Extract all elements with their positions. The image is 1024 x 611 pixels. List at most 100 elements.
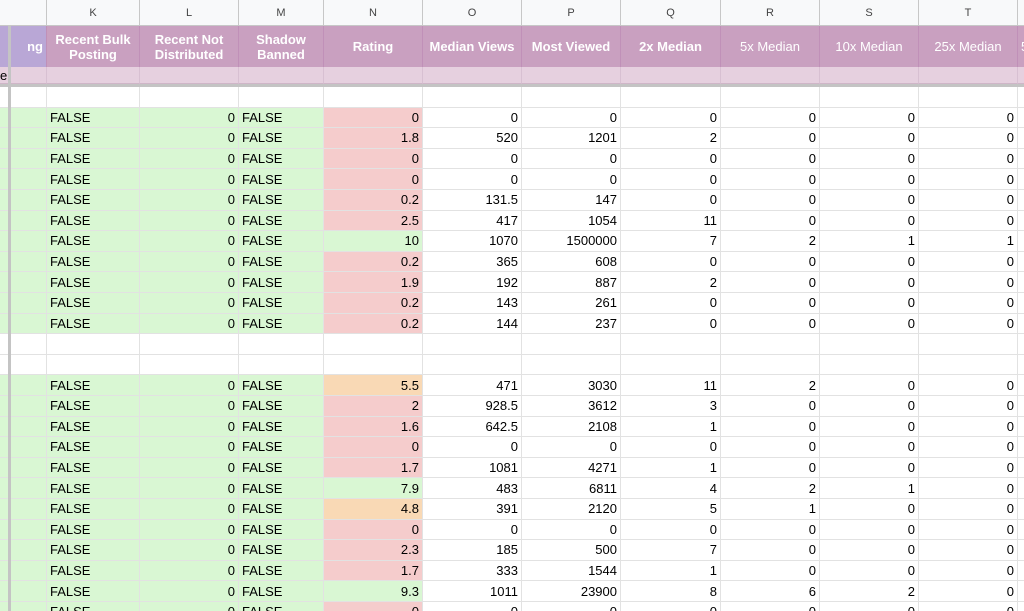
cell-J[interactable]	[0, 560, 47, 582]
cell-P[interactable]: 0	[522, 437, 621, 458]
cell-U[interactable]	[1018, 375, 1024, 396]
cell-J[interactable]	[0, 190, 47, 211]
cell-N[interactable]: 0	[324, 148, 423, 170]
cell-N[interactable]	[324, 354, 423, 376]
cell-P[interactable]: 2108	[522, 416, 621, 438]
cell-P[interactable]: 6811	[522, 478, 621, 499]
cell-S[interactable]	[820, 334, 919, 355]
cell-U[interactable]	[1018, 190, 1024, 211]
cell-L[interactable]: 0	[140, 396, 239, 417]
cell-Q[interactable]: 1	[621, 416, 721, 438]
cell-P[interactable]: 1201	[522, 128, 621, 149]
cell-K[interactable]: FALSE	[47, 272, 140, 293]
column-letter-N[interactable]: N	[324, 0, 423, 26]
cell-T[interactable]: 0	[919, 190, 1018, 211]
cell-U[interactable]	[1018, 210, 1024, 232]
cell-T[interactable]	[919, 354, 1018, 376]
cell-K[interactable]: FALSE	[47, 210, 140, 232]
cell-T[interactable]	[919, 334, 1018, 355]
cell-N[interactable]: 2.3	[324, 540, 423, 561]
cell-L[interactable]: 0	[140, 169, 239, 190]
cell-T[interactable]: 0	[919, 437, 1018, 458]
cell-O[interactable]: 471	[423, 375, 522, 396]
cell-O[interactable]: 0	[423, 148, 522, 170]
subheader-cell-S[interactable]	[820, 67, 919, 84]
cell-K[interactable]: FALSE	[47, 375, 140, 396]
cell-Q[interactable]: 2	[621, 128, 721, 149]
cell-U[interactable]	[1018, 602, 1024, 611]
cell-T[interactable]: 0	[919, 396, 1018, 417]
frozen-column-divider[interactable]	[8, 26, 11, 611]
subheader-cell-N[interactable]	[324, 67, 423, 84]
cell-P[interactable]: 2120	[522, 499, 621, 520]
cell-N[interactable]: 1.7	[324, 457, 423, 479]
cell-M[interactable]: FALSE	[239, 499, 324, 520]
cell-R[interactable]	[721, 354, 820, 376]
cell-N[interactable]	[324, 334, 423, 355]
cell-S[interactable]: 0	[820, 251, 919, 273]
cell-R[interactable]: 0	[721, 437, 820, 458]
cell-S[interactable]: 0	[820, 416, 919, 438]
cell-M[interactable]: FALSE	[239, 396, 324, 417]
cell-P[interactable]: 237	[522, 313, 621, 335]
cell-O[interactable]: 520	[423, 128, 522, 149]
cell-U[interactable]	[1018, 334, 1024, 355]
cell-L[interactable]: 0	[140, 375, 239, 396]
cell-Q[interactable]: 0	[621, 602, 721, 611]
cell-R[interactable]: 0	[721, 107, 820, 129]
cell-M[interactable]: FALSE	[239, 437, 324, 458]
cell-K[interactable]: FALSE	[47, 251, 140, 273]
cell-M[interactable]: FALSE	[239, 107, 324, 129]
cell-P[interactable]	[522, 334, 621, 355]
cell-K[interactable]: FALSE	[47, 457, 140, 479]
cell-O[interactable]	[423, 354, 522, 376]
cell-N[interactable]: 10	[324, 231, 423, 252]
cell-L[interactable]	[140, 334, 239, 355]
cell-P[interactable]: 0	[522, 519, 621, 541]
cell-L[interactable]: 0	[140, 416, 239, 438]
cell-S[interactable]: 0	[820, 190, 919, 211]
cell-J[interactable]	[0, 602, 47, 611]
cell-S[interactable]: 1	[820, 231, 919, 252]
column-letter-S[interactable]: S	[820, 0, 919, 26]
cell-Q[interactable]: 0	[621, 519, 721, 541]
cell-P[interactable]: 1544	[522, 560, 621, 582]
cell-K[interactable]: FALSE	[47, 499, 140, 520]
cell-O[interactable]: 365	[423, 251, 522, 273]
cell-M[interactable]: FALSE	[239, 540, 324, 561]
cell-N[interactable]: 2.5	[324, 210, 423, 232]
cell-M[interactable]: FALSE	[239, 210, 324, 232]
cell-Q[interactable]: 0	[621, 437, 721, 458]
cell-N[interactable]: 0	[324, 519, 423, 541]
cell-P[interactable]: 261	[522, 293, 621, 314]
cell-L[interactable]: 0	[140, 293, 239, 314]
cell-O[interactable]: 0	[423, 107, 522, 129]
cell-U[interactable]	[1018, 107, 1024, 129]
cell-U[interactable]	[1018, 169, 1024, 190]
cell-P[interactable]: 0	[522, 107, 621, 129]
cell-K[interactable]: FALSE	[47, 231, 140, 252]
cell-L[interactable]: 0	[140, 560, 239, 582]
cell-K[interactable]: FALSE	[47, 190, 140, 211]
cell-M[interactable]: FALSE	[239, 169, 324, 190]
cell-U[interactable]	[1018, 560, 1024, 582]
cell-O[interactable]: 185	[423, 540, 522, 561]
cell-T[interactable]: 0	[919, 375, 1018, 396]
cell-S[interactable]: 0	[820, 560, 919, 582]
cell-K[interactable]: FALSE	[47, 581, 140, 602]
cell-O[interactable]: 144	[423, 313, 522, 335]
cell-P[interactable]	[522, 87, 621, 108]
subheader-cell-U[interactable]	[1018, 67, 1024, 84]
header-cell-J[interactable]: ng	[0, 26, 47, 67]
subheader-cell-R[interactable]	[721, 67, 820, 84]
cell-N[interactable]: 1.7	[324, 560, 423, 582]
cell-J[interactable]	[0, 148, 47, 170]
cell-U[interactable]	[1018, 457, 1024, 479]
cell-P[interactable]	[522, 354, 621, 376]
cell-N[interactable]: 1.6	[324, 416, 423, 438]
cell-Q[interactable]: 11	[621, 375, 721, 396]
cell-N[interactable]: 7.9	[324, 478, 423, 499]
cell-P[interactable]: 0	[522, 602, 621, 611]
cell-L[interactable]: 0	[140, 581, 239, 602]
column-letter-L[interactable]: L	[140, 0, 239, 26]
